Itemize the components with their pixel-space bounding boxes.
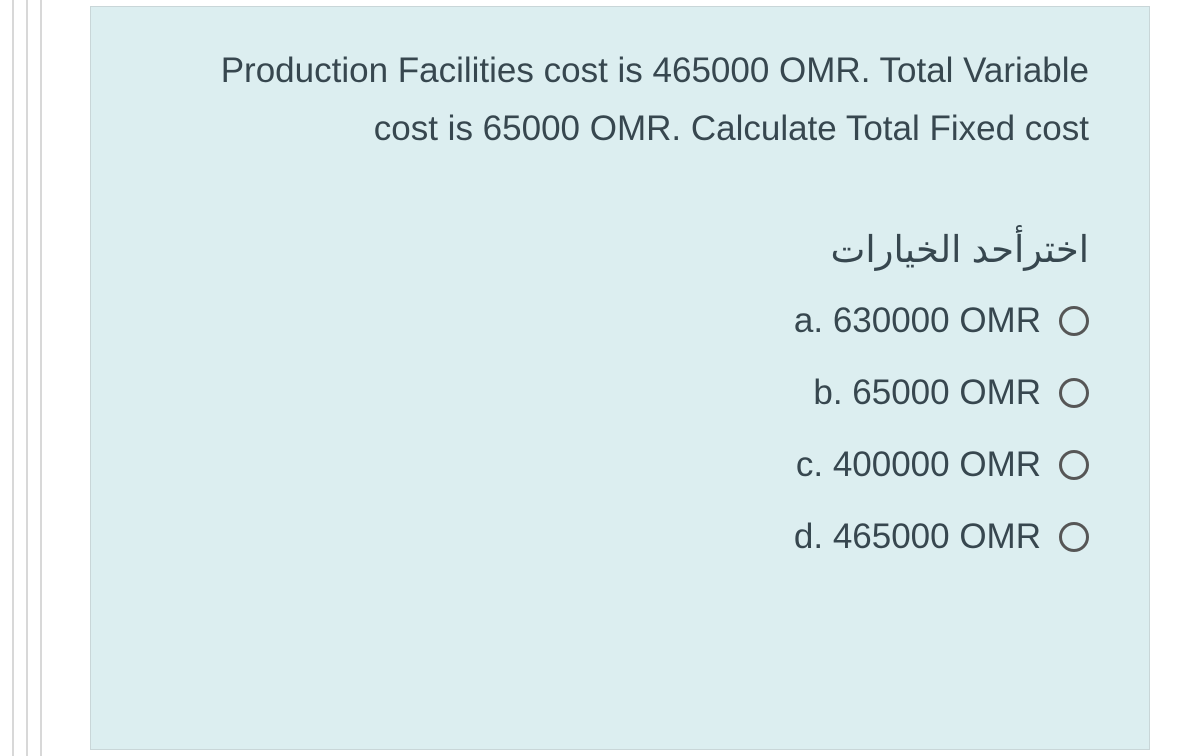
margin-line (28, 0, 42, 756)
options-container: a. 630000 OMR b. 65000 OMR c. 400000 OMR… (151, 301, 1089, 557)
margin-line (0, 0, 14, 756)
option-a-label: a. 630000 OMR (794, 301, 1041, 341)
radio-icon[interactable] (1059, 306, 1089, 336)
question-card: Production Facilities cost is 465000 OMR… (90, 6, 1150, 750)
instruction-text: اخترأحد الخيارات (151, 228, 1089, 271)
radio-icon[interactable] (1059, 522, 1089, 552)
option-c-label: c. 400000 OMR (796, 445, 1041, 485)
radio-icon[interactable] (1059, 450, 1089, 480)
question-text: Production Facilities cost is 465000 OMR… (151, 42, 1089, 158)
margin-line (14, 0, 28, 756)
radio-icon[interactable] (1059, 378, 1089, 408)
left-margin-lines (0, 0, 42, 756)
option-d-label: d. 465000 OMR (794, 517, 1041, 557)
option-c[interactable]: c. 400000 OMR (796, 445, 1089, 485)
option-b-label: b. 65000 OMR (813, 373, 1041, 413)
option-d[interactable]: d. 465000 OMR (794, 517, 1089, 557)
option-a[interactable]: a. 630000 OMR (794, 301, 1089, 341)
option-b[interactable]: b. 65000 OMR (813, 373, 1089, 413)
